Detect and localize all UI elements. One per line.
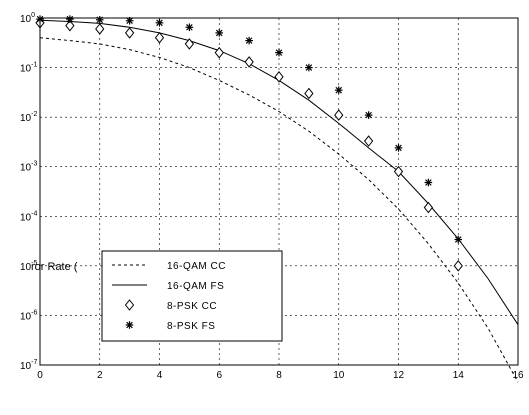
legend-label: 16-QAM CC bbox=[167, 261, 226, 272]
star-stroke bbox=[305, 64, 313, 71]
y-tick-label: 10-7 bbox=[20, 359, 37, 372]
data-point-star bbox=[185, 23, 194, 32]
x-tick-label: 2 bbox=[97, 370, 103, 381]
legend-sample-8-psk-cc bbox=[124, 299, 135, 311]
y-axis-label: ror Rate ( bbox=[31, 261, 78, 273]
data-point-star bbox=[424, 178, 433, 187]
data-point-star bbox=[245, 36, 253, 45]
data-point-diamond bbox=[184, 38, 195, 50]
legend: 16-QAM CC 16-QAM FS 8-PSK CC 8-PSK FS bbox=[101, 250, 283, 342]
x-tick-label: 16 bbox=[512, 370, 524, 381]
star-stroke bbox=[335, 86, 343, 94]
star-stroke bbox=[186, 23, 193, 31]
star-stroke bbox=[275, 49, 283, 56]
y-tick-label: 10-3 bbox=[20, 161, 37, 174]
plot-frame bbox=[39, 17, 519, 366]
star-stroke bbox=[156, 19, 163, 27]
x-tick-label: 4 bbox=[157, 370, 163, 381]
x-tick-label: 0 bbox=[37, 370, 43, 381]
data-point-diamond bbox=[393, 165, 404, 178]
data-point-diamond bbox=[95, 23, 105, 35]
data-point-star bbox=[394, 144, 403, 152]
data-point-diamond bbox=[363, 135, 374, 147]
data-point-diamond bbox=[154, 31, 165, 44]
data-point-star bbox=[275, 48, 283, 57]
series-8-psk-fs bbox=[36, 15, 463, 244]
legend-box bbox=[101, 250, 283, 342]
y-tick-label: 10-4 bbox=[20, 210, 37, 223]
star-stroke bbox=[395, 144, 402, 152]
data-point-diamond bbox=[304, 87, 314, 100]
legend-label: 8-PSK CC bbox=[167, 301, 217, 312]
series-16-qam-cc bbox=[39, 37, 519, 383]
star-stroke bbox=[126, 321, 133, 329]
y-tick-labels: 100 10-1 10-2 10-3 10-4 10-5 10-6 10-7 bbox=[20, 12, 37, 372]
star-stroke bbox=[245, 37, 253, 44]
x-tick-label: 8 bbox=[276, 370, 282, 381]
data-point-star bbox=[66, 15, 74, 23]
star-stroke bbox=[66, 15, 74, 23]
data-point-diamond bbox=[244, 56, 254, 68]
data-point-diamond bbox=[214, 46, 224, 59]
data-point-star bbox=[305, 63, 313, 72]
data-point-star bbox=[95, 15, 104, 24]
data-point-star bbox=[454, 235, 463, 244]
series-line-16-qam-cc bbox=[39, 37, 519, 383]
y-tick-label: 10-6 bbox=[20, 309, 37, 322]
star-stroke bbox=[126, 17, 133, 25]
data-point-star bbox=[334, 86, 343, 94]
data-point-diamond bbox=[274, 71, 284, 83]
y-tick-label: 10-2 bbox=[20, 111, 37, 124]
data-point-diamond bbox=[65, 19, 75, 32]
star-stroke bbox=[425, 179, 432, 186]
data-point-star bbox=[364, 111, 373, 119]
star-stroke bbox=[215, 29, 223, 37]
data-point-diamond bbox=[423, 201, 434, 214]
legend-sample-8-psk-fs bbox=[125, 321, 134, 329]
data-point-star bbox=[215, 29, 224, 37]
y-tick-label: 10-1 bbox=[20, 62, 37, 75]
x-tick-label: 14 bbox=[453, 370, 465, 381]
data-point-star bbox=[155, 19, 164, 27]
x-tick-label: 6 bbox=[216, 370, 222, 381]
legend-label: 16-QAM FS bbox=[167, 281, 224, 292]
y-tick-label: 10-5 bbox=[20, 260, 37, 273]
x-tick-label: 12 bbox=[393, 370, 405, 381]
data-point-diamond bbox=[124, 27, 135, 39]
x-tick-label: 10 bbox=[333, 370, 345, 381]
legend-label: 8-PSK FS bbox=[167, 321, 215, 332]
data-point-diamond bbox=[334, 109, 344, 121]
data-point-diamond bbox=[453, 260, 463, 272]
star-stroke bbox=[454, 236, 462, 243]
x-tick-labels: 0 2 4 6 8 10 12 14 16 bbox=[37, 370, 524, 381]
y-tick-label: 100 bbox=[20, 12, 35, 25]
star-stroke bbox=[365, 111, 372, 119]
